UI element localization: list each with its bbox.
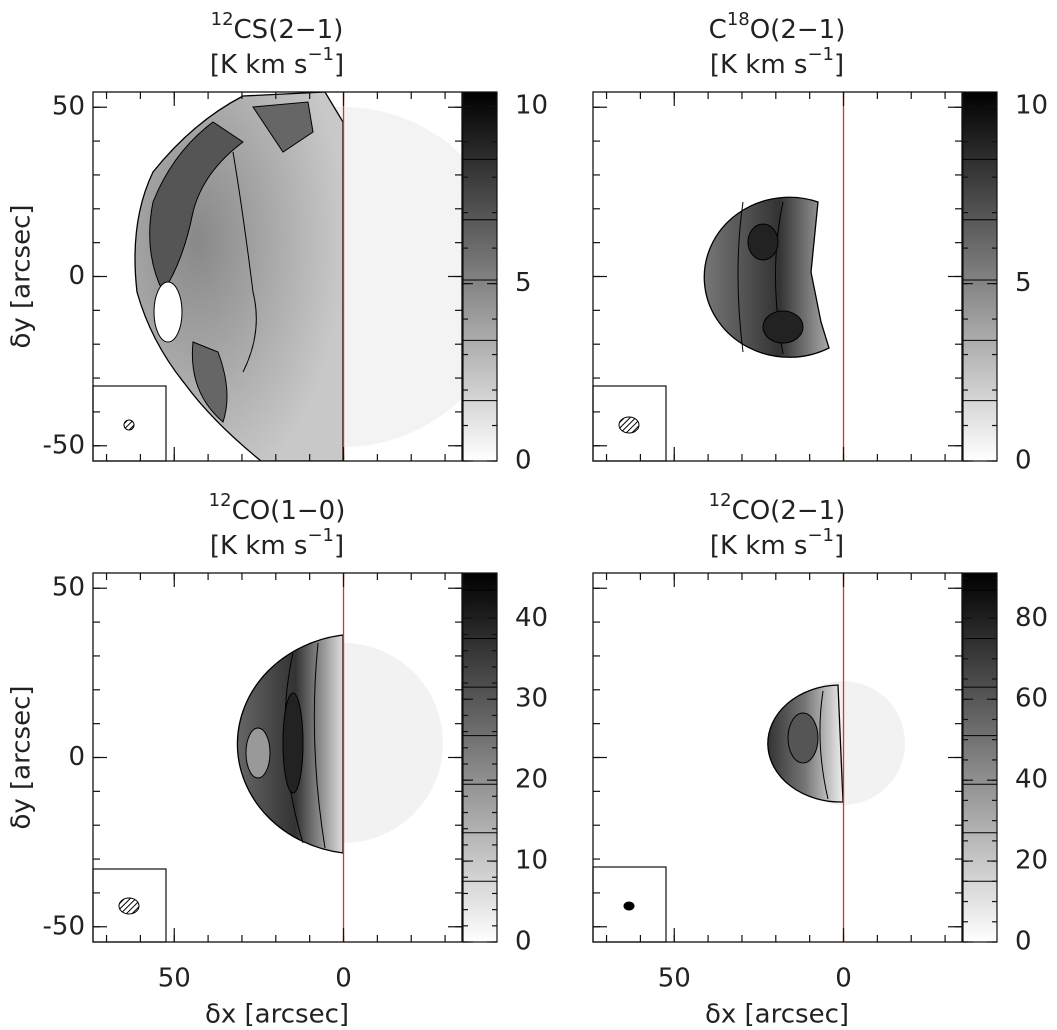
colorbar-tick-label: 40 [515, 603, 548, 633]
title: 12CO(2−1) [709, 490, 846, 526]
colorbar-tick-label: 5 [1015, 268, 1032, 298]
units-part: −1 [307, 525, 334, 546]
x-axis-label: δx [arcsec] [205, 1000, 349, 1030]
colorbar-tick-label: 40 [1015, 765, 1048, 795]
y-tick-label: 0 [68, 742, 85, 772]
units-part: ] [334, 50, 344, 80]
units-part: −1 [307, 44, 334, 65]
colorbar-tick-label: 30 [515, 684, 548, 714]
beam [118, 897, 140, 915]
beam [618, 416, 640, 434]
units-part: −1 [807, 525, 834, 546]
panel: 50 0δx [arcsec]12CO(2−1)[K km s−1]0204060… [592, 490, 1048, 1030]
x-tick-label: 50 [658, 964, 691, 994]
units-part: ] [834, 50, 844, 80]
title-part: CO(2−1) [732, 496, 846, 526]
title-part: C [709, 15, 727, 45]
y-tick-label: 50 [52, 92, 85, 122]
title-part: CO(1−0) [232, 496, 346, 526]
colorbar-tick-label: 20 [1015, 846, 1048, 876]
colorbar-tick-label: 0 [515, 927, 532, 957]
units-part: ] [334, 531, 344, 561]
colorbar-tick-label: 5 [515, 268, 532, 298]
title-part: 12 [209, 490, 232, 511]
colorbar [462, 572, 498, 943]
map [703, 196, 830, 358]
units: [K km s−1] [210, 525, 344, 561]
units: [K km s−1] [710, 525, 844, 561]
title-part: CS(2−1) [234, 15, 344, 45]
y-tick-label: -50 [43, 911, 85, 941]
title-part: O(2−1) [750, 15, 846, 45]
beam [123, 419, 135, 431]
title: 12CO(1−0) [209, 490, 346, 526]
x-axis-label: δx [arcsec] [705, 1000, 849, 1030]
x-tick-label: 0 [335, 964, 352, 994]
units: [K km s−1] [710, 44, 844, 80]
y-axis-label: δy [arcsec] [7, 204, 37, 348]
title: 12CS(2−1) [211, 9, 344, 45]
units-part: [K km s [210, 531, 308, 561]
panel: 50 0 50 0 -50 δx [arcsec] δy [arcsec] 12CO(1−0)… [7, 490, 549, 1030]
units-part: [K km s [710, 531, 808, 561]
units-part: ] [834, 531, 844, 561]
x-tick-label: 0 [835, 964, 852, 994]
map [236, 634, 443, 854]
title-part: 12 [211, 9, 234, 30]
colorbar-tick-label: 10 [1015, 91, 1048, 121]
colorbar [962, 572, 998, 943]
colorbar-tick-label: 0 [1015, 446, 1032, 476]
colorbar-tick-label: 20 [515, 765, 548, 795]
title: C18O(2−1) [709, 9, 846, 45]
y-tick-label: 0 [68, 261, 85, 291]
title-part: 12 [709, 490, 732, 511]
colorbar-tick-label: 0 [515, 446, 532, 476]
colorbar [962, 91, 998, 462]
units-part: [K km s [710, 50, 808, 80]
y-tick-label: 50 [52, 573, 85, 603]
map [134, 92, 462, 461]
colorbar-tick-label: 0 [1015, 927, 1032, 957]
units-part: −1 [807, 44, 834, 65]
x-tick-label: 50 [158, 964, 191, 994]
y-tick-label: -50 [43, 430, 85, 460]
beam [623, 901, 635, 911]
units-part: [K km s [210, 50, 308, 80]
colorbar-tick-label: 10 [515, 91, 548, 121]
y-axis-label: δy [arcsec] [7, 685, 37, 829]
colorbar-tick-label: 80 [1015, 603, 1048, 633]
title-part: 18 [727, 9, 750, 30]
map [767, 681, 905, 805]
colorbar-tick-label: 60 [1015, 684, 1048, 714]
units: [K km s−1] [210, 44, 344, 80]
colorbar-tick-label: 10 [515, 846, 548, 876]
colorbar [462, 91, 498, 462]
